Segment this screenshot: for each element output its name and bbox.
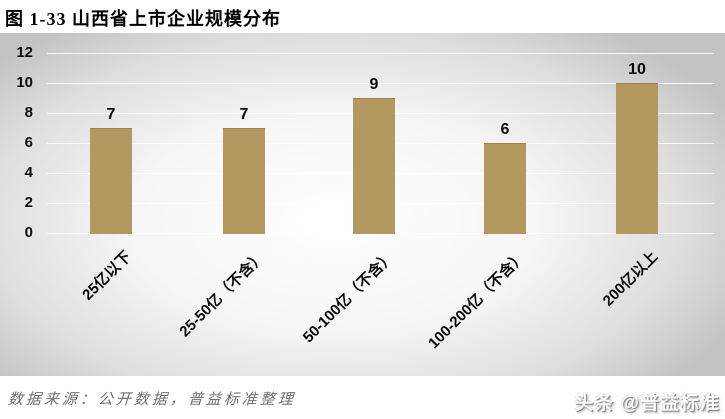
gridline-y-12 [47, 53, 714, 54]
y-axis-tick-4: 4 [24, 164, 33, 181]
bar-5 [616, 83, 658, 234]
y-axis-tick-2: 2 [24, 194, 33, 211]
y-axis-tick-6: 6 [24, 134, 33, 151]
bar-1 [90, 128, 132, 234]
y-axis-tick-0: 0 [24, 224, 33, 241]
bar-value-label: 6 [500, 121, 510, 138]
bar-2 [223, 128, 265, 234]
y-axis-tick-8: 8 [24, 104, 33, 121]
bar-4 [484, 143, 526, 234]
bar-value-label: 7 [106, 106, 116, 123]
bar-3 [353, 98, 395, 234]
y-axis-tick-12: 12 [16, 44, 33, 61]
y-axis-tick-10: 10 [16, 74, 33, 91]
source-note: 数据来源：公开数据，普益标准整理 [7, 392, 297, 408]
bar-value-label: 7 [239, 106, 249, 123]
figure-title: 图 1-33 山西省上市企业规模分布 [5, 9, 281, 29]
bar-value-label: 9 [369, 76, 379, 93]
bar-value-label: 10 [628, 61, 646, 78]
gridline-y-10 [47, 83, 714, 84]
watermark: 头条 @普益标准 [574, 393, 720, 414]
